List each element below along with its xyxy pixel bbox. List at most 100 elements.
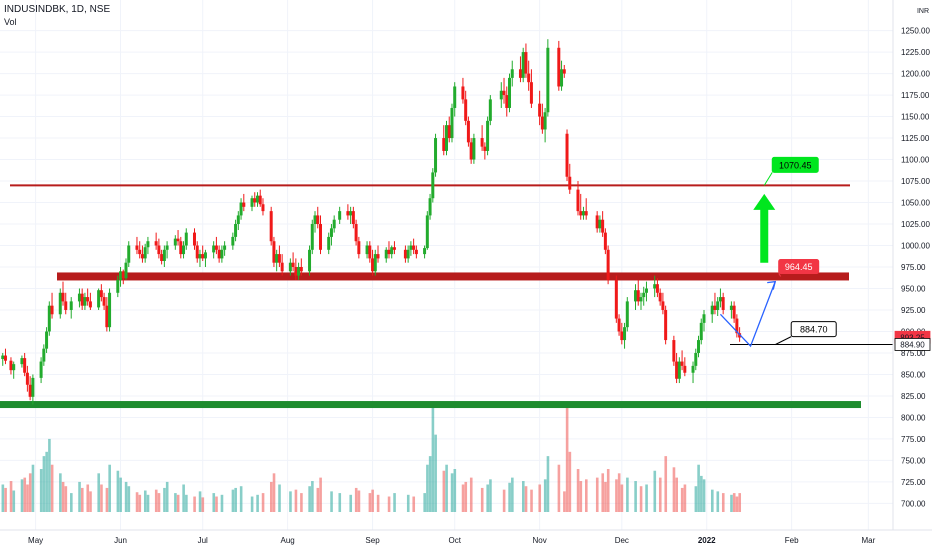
volume-bar — [738, 493, 742, 512]
volume-bar — [174, 493, 177, 512]
candle-body — [121, 271, 125, 279]
candle-body — [69, 301, 73, 310]
candle-body — [716, 301, 720, 310]
price-badge-text: 884.90 — [900, 340, 925, 349]
volume-bar — [300, 493, 303, 512]
volume-bar — [157, 493, 161, 512]
candle-body — [677, 361, 681, 379]
candle-body — [718, 297, 722, 302]
candle-body — [58, 292, 62, 315]
volume-bar — [393, 493, 396, 512]
volume-bar — [653, 470, 657, 512]
volume-bar — [639, 486, 643, 512]
candle-body — [327, 236, 331, 250]
time-tick-label: May — [28, 536, 43, 545]
volume-legend[interactable]: Vol — [4, 17, 17, 27]
volume-bar — [565, 404, 569, 512]
candle-body — [694, 352, 698, 366]
candle-body — [655, 284, 659, 293]
candle-body — [423, 248, 427, 255]
volume-bar — [434, 434, 437, 512]
candle-body — [387, 249, 391, 255]
candle-body — [236, 215, 240, 225]
volume-bar — [212, 493, 216, 512]
volume-bar — [412, 496, 416, 512]
volume-bar — [20, 479, 24, 512]
candle-body — [351, 211, 355, 225]
volume-bar — [354, 487, 358, 512]
candle-body — [338, 211, 342, 220]
callout-box — [790, 321, 837, 338]
candle-body — [23, 358, 27, 373]
volume-bar — [124, 481, 128, 512]
candle-body — [644, 288, 648, 293]
candle-body — [275, 254, 279, 263]
volume-bar — [23, 477, 27, 512]
volume-bar — [28, 473, 32, 512]
volume-bar — [453, 469, 457, 512]
volume-bar — [606, 469, 610, 512]
candle-body — [31, 377, 35, 397]
callout-box — [771, 156, 819, 173]
volume-bar — [658, 477, 662, 512]
volume-bar — [31, 464, 35, 512]
candle-body — [409, 245, 413, 250]
projection-path — [719, 281, 776, 348]
volume-bar — [568, 451, 572, 512]
candle-body — [661, 301, 665, 310]
price-tick-label: 1225.00 — [901, 48, 930, 57]
candle-body — [450, 107, 454, 139]
level-lines[interactable] — [0, 184, 893, 409]
candle-body — [368, 245, 372, 259]
volume-bar — [576, 469, 580, 512]
volume-bar — [557, 464, 561, 512]
candle-body — [288, 262, 292, 272]
volume-bar — [357, 490, 361, 512]
candle-body — [691, 365, 695, 373]
volume-bar — [697, 464, 700, 512]
candle-body — [447, 125, 451, 139]
volume-bar — [294, 489, 298, 512]
candle-body — [562, 69, 566, 74]
candle-body — [392, 247, 396, 250]
volume-bar — [680, 487, 684, 512]
volume-bar — [89, 491, 92, 512]
volume-bar — [634, 481, 637, 512]
volume-bar — [116, 470, 120, 512]
candle-body — [299, 267, 303, 272]
resistance-zone-964 — [57, 272, 849, 281]
volume-bar — [387, 496, 391, 512]
candle-body — [524, 52, 528, 74]
volume-bar — [601, 473, 605, 512]
candle-body — [203, 252, 207, 259]
candle-body — [480, 138, 484, 147]
volume-bar — [289, 491, 292, 512]
candle-body — [732, 305, 736, 319]
price-axis[interactable]: 1250.00 1225.00 1200.00 1175.00 1150.00 1125.… — [901, 27, 930, 509]
candle-body — [639, 297, 643, 302]
volume-bar — [604, 481, 607, 512]
price-tick-label: 975.00 — [901, 263, 926, 272]
volume-bar — [480, 487, 484, 512]
drawings[interactable]: 1070.45 964.45 884.70 — [719, 156, 837, 348]
volume-bar — [138, 494, 142, 512]
time-tick-label: Dec — [615, 536, 629, 545]
candle-body — [179, 241, 183, 255]
price-tick-label: 700.00 — [901, 499, 926, 508]
volume-bar — [86, 484, 90, 512]
candle-body — [642, 292, 646, 298]
candle-body — [434, 138, 438, 173]
callout-text: 884.70 — [800, 325, 828, 335]
callout-pointer — [763, 172, 773, 186]
candle-body — [620, 331, 624, 341]
candle-body — [135, 245, 139, 250]
candle-body — [508, 77, 512, 108]
symbol-title[interactable]: INDUSINDBK, 1D, NSE — [4, 4, 111, 15]
candle-body — [176, 238, 180, 242]
time-tick-label: 2022 — [698, 536, 716, 545]
time-axis[interactable]: May Jun Jul Aug Sep Oct Nov Dec 2022 Feb Mar — [28, 536, 876, 545]
volume-bar — [135, 492, 139, 512]
price-tick-label: 1075.00 — [901, 177, 930, 186]
